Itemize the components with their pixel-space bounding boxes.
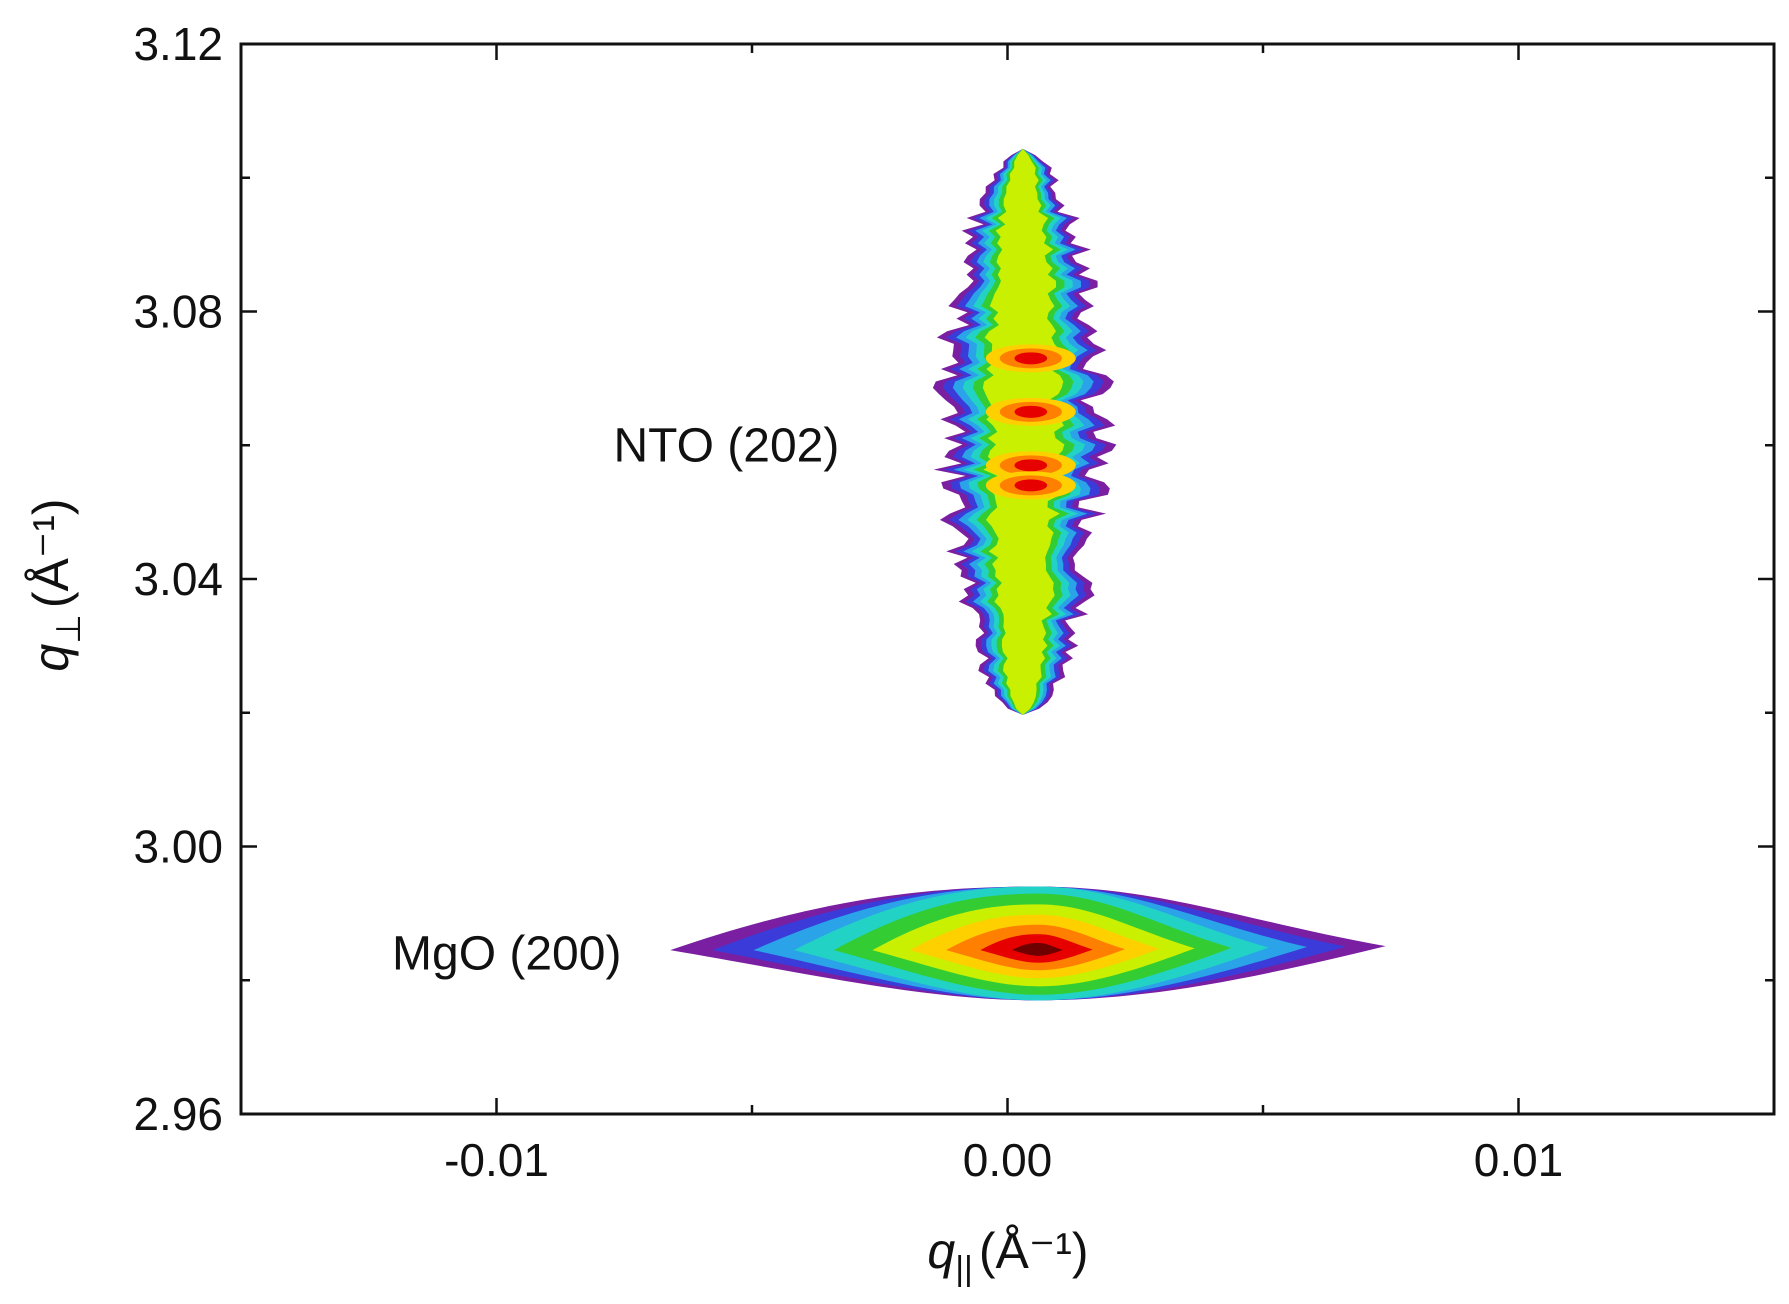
y-axis-title: q⊥(Å⁻¹) [23,498,88,671]
y-tick-label: 3.04 [133,553,223,605]
axis-ticks [241,42,1774,1116]
nto-contour-8 [1012,148,1034,715]
peak-annotations: NTO (202) MgO (200) [392,419,839,980]
mgo-contour-9 [1012,942,1063,956]
y-tick-label: 3.08 [133,286,223,338]
y-tick-label: 3.00 [133,821,223,873]
nto-hotspot-core-1 [1014,405,1048,418]
nto-202-peak [932,148,1117,715]
nto-hotspot-core-3 [1014,479,1048,492]
heatmap-layer [670,148,1386,1001]
nto-hotspot-core-2 [1014,459,1048,472]
x-axis-title: q|| (Å⁻¹) [927,1223,1088,1288]
x-tick-label: 0.00 [963,1134,1053,1186]
peak-label-0: NTO (202) [614,419,840,472]
x-tick-label: -0.01 [444,1134,549,1186]
peak-label-1: MgO (200) [392,928,621,981]
x-tick-label: 0.01 [1474,1134,1564,1186]
y-tick-label: 2.96 [133,1088,223,1140]
y-tick-label: 3.12 [133,18,223,70]
nto-hotspot-core-0 [1014,352,1048,365]
axis-tick-labels: -0.01 0.00 0.01 2.96 3.00 3.04 3.08 3.12 [133,18,1563,1186]
mgo-200-peak [670,886,1386,1001]
